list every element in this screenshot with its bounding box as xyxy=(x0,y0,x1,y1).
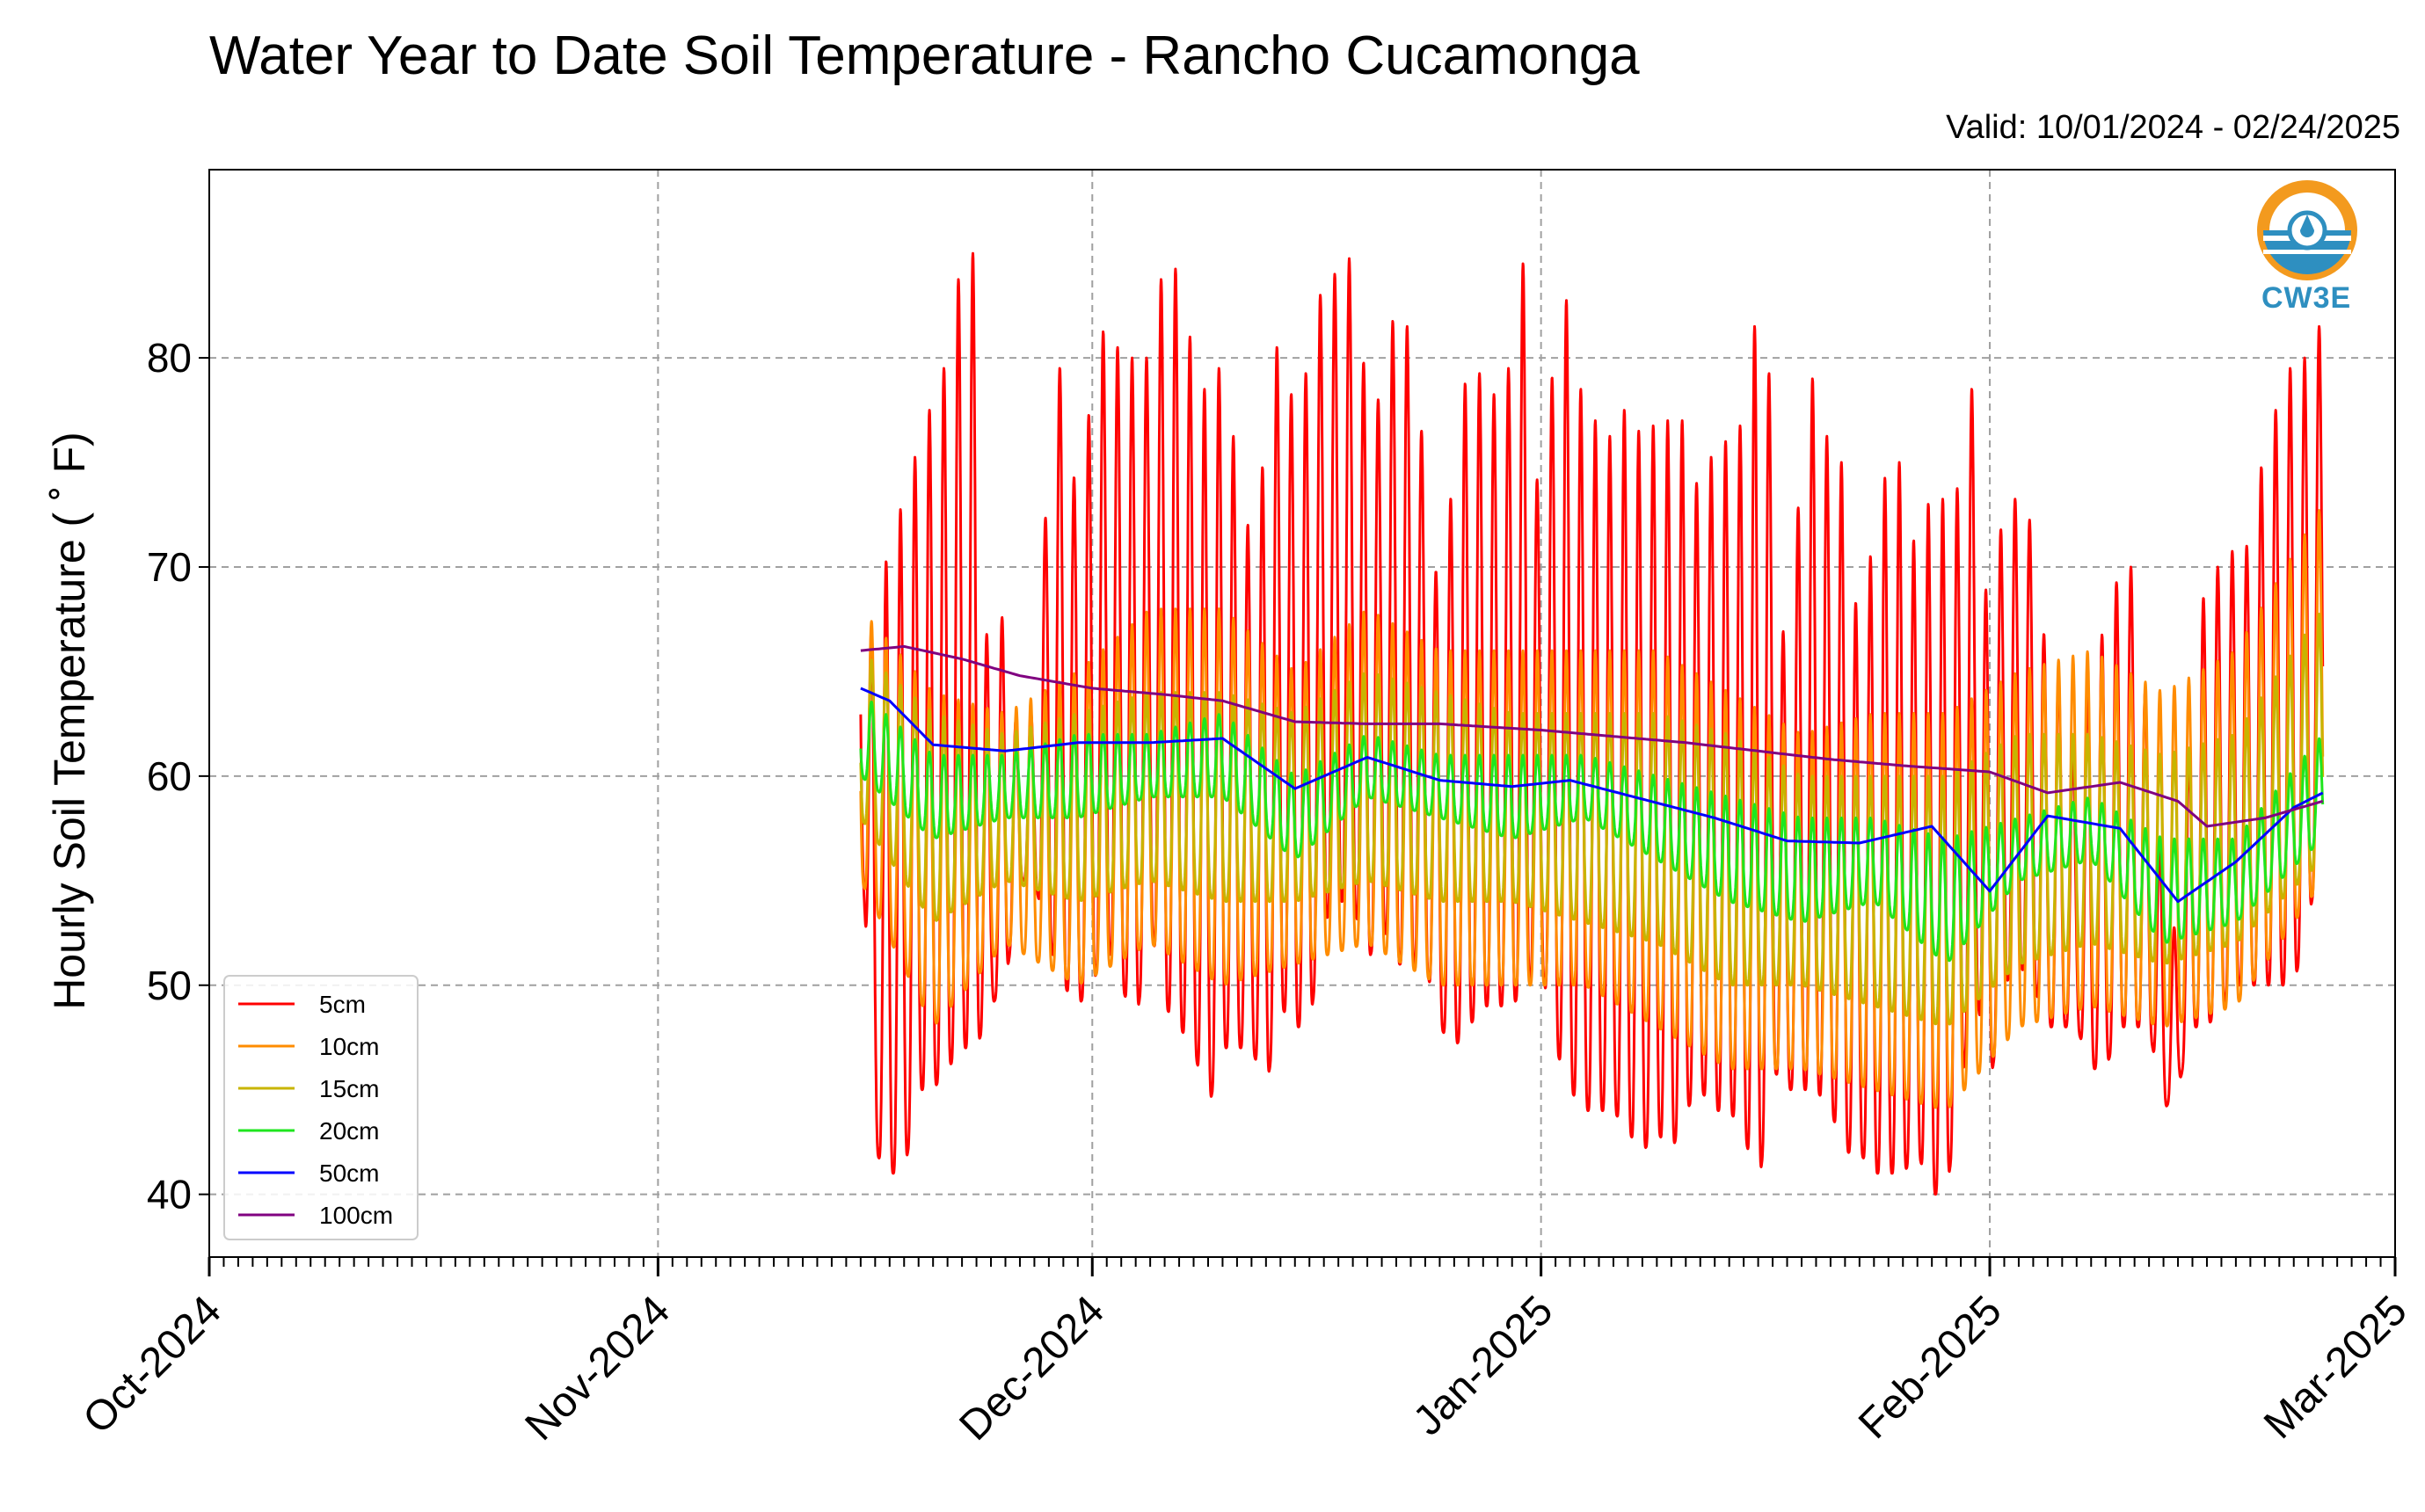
x-tick-label: Dec-2024 xyxy=(950,1287,1113,1450)
legend-label: 50cm xyxy=(319,1159,379,1187)
x-tick-label: Feb-2025 xyxy=(1850,1287,2011,1448)
chart-title: Water Year to Date Soil Temperature - Ra… xyxy=(209,25,1640,86)
y-tick-label: 80 xyxy=(147,335,192,381)
legend-label: 100cm xyxy=(319,1202,393,1229)
series-line-50cm xyxy=(860,687,2324,904)
legend-label: 5cm xyxy=(319,991,366,1018)
y-axis-label: Hourly Soil Temperature ( ˚ F) xyxy=(45,432,94,1010)
legend-label: 10cm xyxy=(319,1033,379,1060)
series-line-15cm xyxy=(859,613,2325,1026)
y-tick-label: 60 xyxy=(147,753,192,799)
x-tick-label: Mar-2025 xyxy=(2255,1287,2416,1448)
y-tick-label: 50 xyxy=(147,963,192,1008)
chart-subtitle: Valid: 10/01/2024 - 02/24/2025 xyxy=(1946,109,2400,146)
y-tick-label: 40 xyxy=(147,1172,192,1218)
series-line-100cm xyxy=(860,644,2324,828)
x-tick-label: Jan-2025 xyxy=(1404,1287,1562,1444)
x-tick-label: Nov-2024 xyxy=(517,1287,680,1450)
series-layer xyxy=(859,251,2325,1196)
legend-label: 20cm xyxy=(319,1117,379,1145)
y-tick-label: 70 xyxy=(147,544,192,590)
legend: 5cm 10cm 15cm 20cm 50cm 100cm xyxy=(223,975,419,1240)
x-tick-label: Oct-2024 xyxy=(75,1287,230,1443)
legend-label: 15cm xyxy=(319,1075,379,1102)
cw3e-logo-icon xyxy=(2257,180,2357,280)
cw3e-logo-text: CW3E xyxy=(2261,281,2352,315)
plot-frame xyxy=(208,169,2396,1258)
